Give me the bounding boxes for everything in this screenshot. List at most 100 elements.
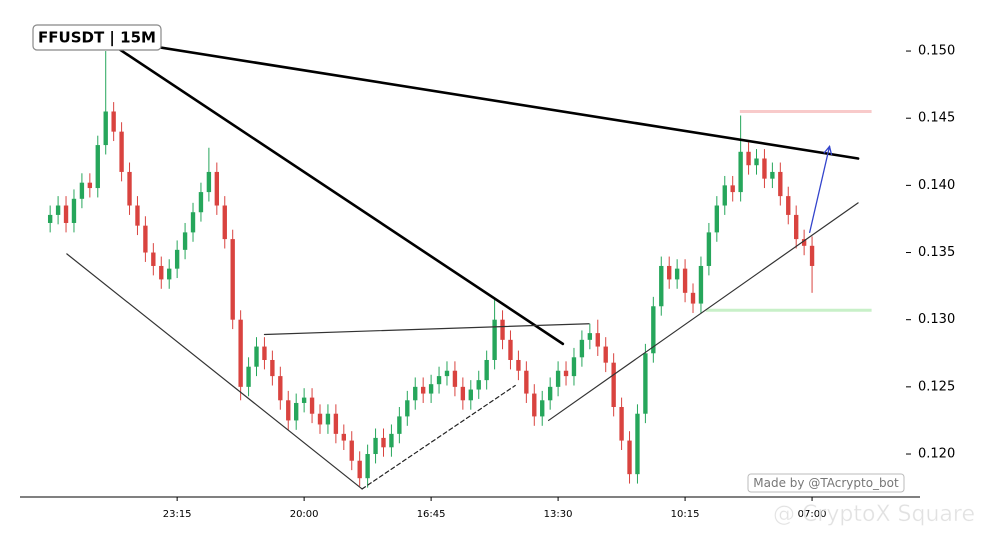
candle-body: [730, 185, 735, 193]
candle-body: [579, 339, 585, 358]
candle-body: [690, 292, 696, 304]
candle-body: [349, 440, 354, 461]
candle-body: [801, 239, 807, 246]
candle-body: [325, 413, 331, 425]
candle-body: [55, 205, 61, 215]
candle-body: [651, 306, 656, 354]
candle-body: [103, 111, 108, 146]
candle-body: [182, 232, 188, 250]
candle-body: [373, 437, 378, 455]
candle-body: [127, 171, 132, 206]
candle-body: [746, 151, 751, 166]
trendline: [118, 48, 565, 346]
candle-body: [309, 397, 315, 414]
candle-body: [206, 171, 212, 193]
y-tick-label: 0.150: [918, 44, 955, 59]
candle-body: [389, 433, 394, 448]
trendlines: [66, 38, 860, 490]
candle-body: [63, 205, 69, 223]
candle-body: [198, 192, 204, 213]
y-tick-label: 0.135: [918, 245, 955, 260]
y-tick-label: 0.145: [918, 111, 955, 126]
candle-body: [317, 413, 323, 425]
candle-body: [643, 353, 648, 414]
credit-box: [747, 473, 905, 493]
candle-body: [500, 319, 505, 340]
candle-body: [778, 171, 783, 197]
candle-body: [381, 437, 386, 448]
candle-body: [794, 214, 799, 240]
candle-body: [762, 158, 767, 179]
candle-body: [547, 386, 553, 401]
candle-body: [405, 400, 410, 417]
x-tick-label: 10:15: [671, 509, 700, 520]
candle-body: [87, 182, 93, 189]
candle-body: [508, 339, 513, 360]
candle-body: [667, 265, 672, 280]
candle-body: [611, 362, 616, 408]
candle-body: [738, 151, 743, 193]
candle-body: [413, 386, 418, 401]
trendline: [361, 384, 516, 490]
candle-body: [333, 413, 339, 434]
x-tick-label: 16:45: [417, 509, 446, 520]
candle-body: [627, 440, 632, 475]
candle-body: [516, 359, 521, 371]
candle-body: [190, 212, 196, 233]
candle-body: [595, 333, 600, 347]
candle-body: [365, 454, 370, 479]
candle-body: [230, 239, 235, 320]
y-tick-label: 0.125: [918, 379, 955, 394]
candle-body: [79, 182, 85, 199]
x-tick-label: 20:00: [290, 509, 319, 520]
candle-body: [587, 333, 593, 340]
candle-body: [809, 245, 815, 266]
candle-body: [603, 346, 608, 363]
candle-body: [71, 198, 77, 223]
candle-body: [246, 366, 251, 387]
candle-body: [468, 389, 473, 401]
trendline: [547, 202, 859, 422]
candle-body: [167, 268, 172, 280]
axes: 0.120 0.125 0.130 0.135 0.140 0.145 0.150 23:15…: [20, 44, 955, 520]
candle-body: [754, 158, 759, 166]
credit: Made by @TAcrypto_bot: [753, 476, 899, 490]
candle-body: [47, 214, 53, 223]
candle-body: [563, 370, 569, 377]
candle-body: [119, 131, 124, 172]
candle-body: [420, 386, 426, 394]
candle-body: [357, 460, 362, 479]
y-tick-label: 0.120: [918, 447, 955, 462]
candle-body: [294, 402, 299, 421]
candle-body: [682, 268, 688, 293]
candle-body: [659, 265, 664, 307]
candle-body: [151, 252, 156, 266]
candle-body: [460, 386, 466, 401]
candle-body: [571, 357, 577, 377]
candle-body: [476, 380, 481, 390]
candle-body: [159, 265, 164, 280]
candle-body: [222, 205, 227, 240]
chart-title: FFUSDT | 15M: [38, 29, 156, 48]
candle-body: [301, 397, 307, 403]
candle-body: [444, 370, 450, 377]
candle-body: [286, 400, 291, 421]
y-tick-label: 0.130: [918, 312, 955, 327]
candle-body: [492, 319, 497, 360]
candle-body: [619, 407, 624, 441]
candle-body: [254, 346, 259, 367]
candle-body: [635, 413, 640, 475]
candle-body: [706, 232, 712, 266]
candle-body: [174, 249, 180, 269]
candles: [47, 51, 815, 488]
x-tick-label: 07:00: [798, 509, 827, 520]
candle-body: [278, 376, 283, 401]
trendline: [113, 38, 860, 160]
trendline: [263, 323, 590, 336]
candle-body: [436, 376, 442, 385]
title-box: [32, 24, 162, 51]
x-tick-label: 13:30: [544, 509, 573, 520]
candle-body: [270, 359, 275, 377]
